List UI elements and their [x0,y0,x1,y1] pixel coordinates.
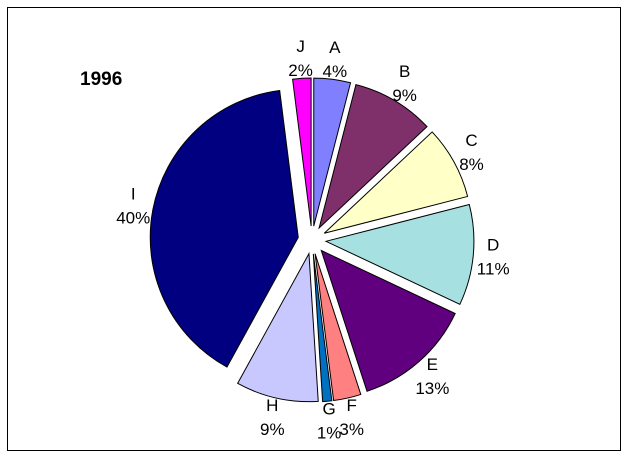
pie-slice [314,253,362,402]
pie-slice [292,77,312,227]
slice-label: B [399,62,410,81]
pie-slice [318,83,428,230]
pie-slice [324,203,475,305]
pie-slice [323,131,469,234]
pie-slice [320,249,456,392]
slice-value-label: 3% [339,420,364,439]
slice-label: F [347,396,357,415]
chart-title: 1996 [80,69,122,90]
slice-label: J [296,37,305,56]
pie-slice [149,89,299,368]
slice-value-label: 40% [116,208,150,227]
pie-slice [236,251,319,403]
slice-value-label: 13% [415,379,449,398]
slice-label: D [487,236,499,255]
slice-value-label: 9% [392,86,417,105]
pie-slice [313,77,352,227]
slice-label: H [266,396,278,415]
slice-value-label: 8% [459,155,484,174]
slice-label: C [465,131,477,150]
slice-value-label: 9% [260,420,285,439]
slice-label: E [427,355,438,374]
slice-label: A [329,38,341,57]
slice-value-label: 11% [477,260,510,279]
slice-value-label: 4% [323,62,348,81]
slice-value-label: 2% [288,61,313,80]
slice-label: G [323,400,336,419]
slice-value-label: 1% [317,424,342,443]
pie-slice [312,253,333,403]
slice-label: I [131,184,136,203]
